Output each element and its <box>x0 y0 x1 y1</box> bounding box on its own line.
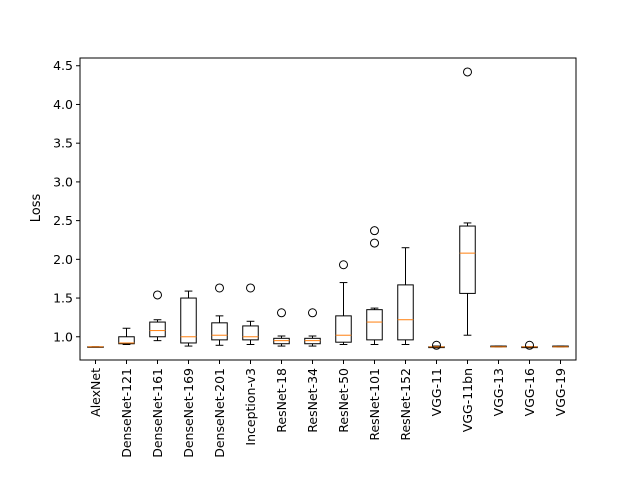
box-resnet-34 <box>304 308 321 347</box>
y-axis-label: Loss <box>29 194 44 223</box>
outlier-point <box>525 340 534 350</box>
y-tick-label: 2.0 <box>53 252 73 267</box>
x-tick-label: ResNet-152 <box>398 368 413 441</box>
outlier-point <box>370 238 379 248</box>
x-tick-label: DenseNet-169 <box>181 368 196 458</box>
outlier-point <box>432 340 441 350</box>
box-vgg-19 <box>552 345 569 348</box>
box-inception-v3 <box>242 283 259 346</box>
iqr-box <box>335 315 352 343</box>
outlier-point <box>463 67 472 77</box>
box-resnet-18 <box>273 308 290 347</box>
iqr-box <box>366 309 383 341</box>
box-vgg-11bn <box>459 67 476 336</box>
box-vgg-13 <box>490 345 507 348</box>
y-tick-label: 1.5 <box>53 291 73 306</box>
y-tick-label: 1.0 <box>53 329 73 344</box>
y-tick-label: 4.0 <box>53 97 73 112</box>
iqr-box <box>242 325 259 341</box>
box-densenet-161 <box>149 290 166 342</box>
box-vgg-16 <box>521 340 538 350</box>
x-tick-label: VGG-11bn <box>460 368 475 432</box>
outlier-point <box>370 226 379 236</box>
box-densenet-121 <box>118 327 135 346</box>
outlier-point <box>277 308 286 318</box>
axes-frame <box>79 57 577 361</box>
x-tick-label: VGG-16 <box>522 368 537 416</box>
x-tick-label: VGG-11 <box>429 368 444 416</box>
box-resnet-101 <box>366 226 383 346</box>
iqr-box <box>118 336 135 345</box>
x-tick-label: DenseNet-121 <box>119 368 134 458</box>
y-axis-ticks: 1.0 1.5 2.0 2.5 3.0 3.5 4.0 4.5 <box>53 58 80 344</box>
iqr-box <box>397 284 414 341</box>
x-axis-ticks: AlexNet DenseNet-121 DenseNet-161 DenseNet-… <box>88 360 568 458</box>
outlier-point <box>308 308 317 318</box>
box-resnet-152 <box>397 247 414 346</box>
y-tick-label: 3.5 <box>53 136 73 151</box>
iqr-box <box>149 321 166 338</box>
x-tick-label: ResNet-34 <box>305 368 320 433</box>
x-tick-label: ResNet-101 <box>367 368 382 441</box>
x-tick-label: DenseNet-161 <box>150 368 165 458</box>
box-alexnet <box>87 346 104 348</box>
iqr-box <box>459 225 476 294</box>
box-resnet-50 <box>335 260 352 346</box>
x-tick-label: VGG-13 <box>491 368 506 416</box>
outlier-point <box>215 283 224 293</box>
x-tick-label: ResNet-18 <box>274 368 289 433</box>
y-tick-label: 3.0 <box>53 174 73 189</box>
x-tick-label: VGG-19 <box>553 368 568 416</box>
y-tick-label: 4.5 <box>53 58 73 73</box>
box-densenet-201 <box>211 283 228 346</box>
outlier-point <box>246 283 255 293</box>
x-tick-label: DenseNet-201 <box>212 368 227 458</box>
iqr-box <box>211 322 228 341</box>
y-tick-label: 2.5 <box>53 213 73 228</box>
outlier-point <box>153 290 162 300</box>
x-tick-label: ResNet-50 <box>336 368 351 433</box>
x-tick-label: Inception-v3 <box>243 368 258 446</box>
iqr-box <box>180 297 197 344</box>
box-vgg-11 <box>428 340 445 350</box>
box-densenet-169 <box>180 290 197 347</box>
outlier-point <box>339 260 348 270</box>
plot-area <box>79 57 577 361</box>
x-tick-label: AlexNet <box>88 368 103 417</box>
